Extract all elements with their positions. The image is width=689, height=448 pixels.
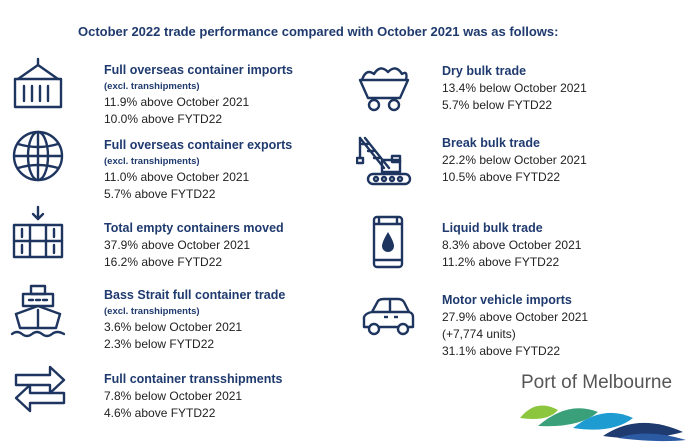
item-line: 27.9% above October 2021 [442,310,589,324]
page-heading: October 2022 trade performance compared … [78,24,559,39]
container-icon [10,57,66,113]
item-line: 2.3% below FYTD22 [104,337,215,351]
item-subtitle: (excl. transhipments) [104,306,200,317]
item-line: 11.9% above October 2021 [104,95,250,109]
item-line: 5.7% above FYTD22 [104,187,216,201]
brand-name: Port of Melbourne [521,372,673,393]
item-title: Liquid bulk trade [442,221,543,235]
item-title: Dry bulk trade [442,64,527,78]
item-line: 31.1% above FYTD22 [442,344,561,358]
item-line: 22.2% below October 2021 [442,153,587,167]
item-title: Full overseas container imports [104,63,293,77]
item-line: 3.6% below October 2021 [104,320,243,334]
wave-logo-icon [518,398,688,443]
item-subtitle: (excl. transhipments) [104,156,200,167]
item-line: 5.7% below FYTD22 [442,98,553,112]
item-line: 10.5% above FYTD22 [442,170,561,184]
item-line: 13.4% below October 2021 [442,81,587,95]
globe-icon [10,128,66,184]
item-line: 4.6% above FYTD22 [104,406,216,420]
crane-icon [356,134,412,190]
item-subtitle: (excl. transhipments) [104,81,200,92]
item-line: 7.8% below October 2021 [104,389,243,403]
car-icon [360,287,416,343]
item-line: 37.9% above October 2021 [104,238,251,252]
item-line: 10.0% above FYTD22 [104,112,223,126]
item-title: Full container transshipments [104,372,283,386]
oil-drum-icon [360,214,416,270]
item-line: 8.3% above October 2021 [442,238,582,252]
item-line: 16.2% above FYTD22 [104,255,223,269]
item-line: 11.2% above FYTD22 [442,255,560,269]
item-line: (+7,774 units) [442,327,516,341]
item-title: Total empty containers moved [104,221,284,235]
item-title: Bass Strait full container trade [104,288,286,302]
mine-cart-icon [356,58,412,114]
item-line: 11.0% above October 2021 [104,170,250,184]
item-title: Full overseas container exports [104,138,293,152]
ship-icon [10,284,66,340]
transfer-arrows-icon [12,361,68,417]
stacked-containers-icon [10,205,66,261]
item-title: Break bulk trade [442,136,540,150]
item-title: Motor vehicle imports [442,293,572,307]
